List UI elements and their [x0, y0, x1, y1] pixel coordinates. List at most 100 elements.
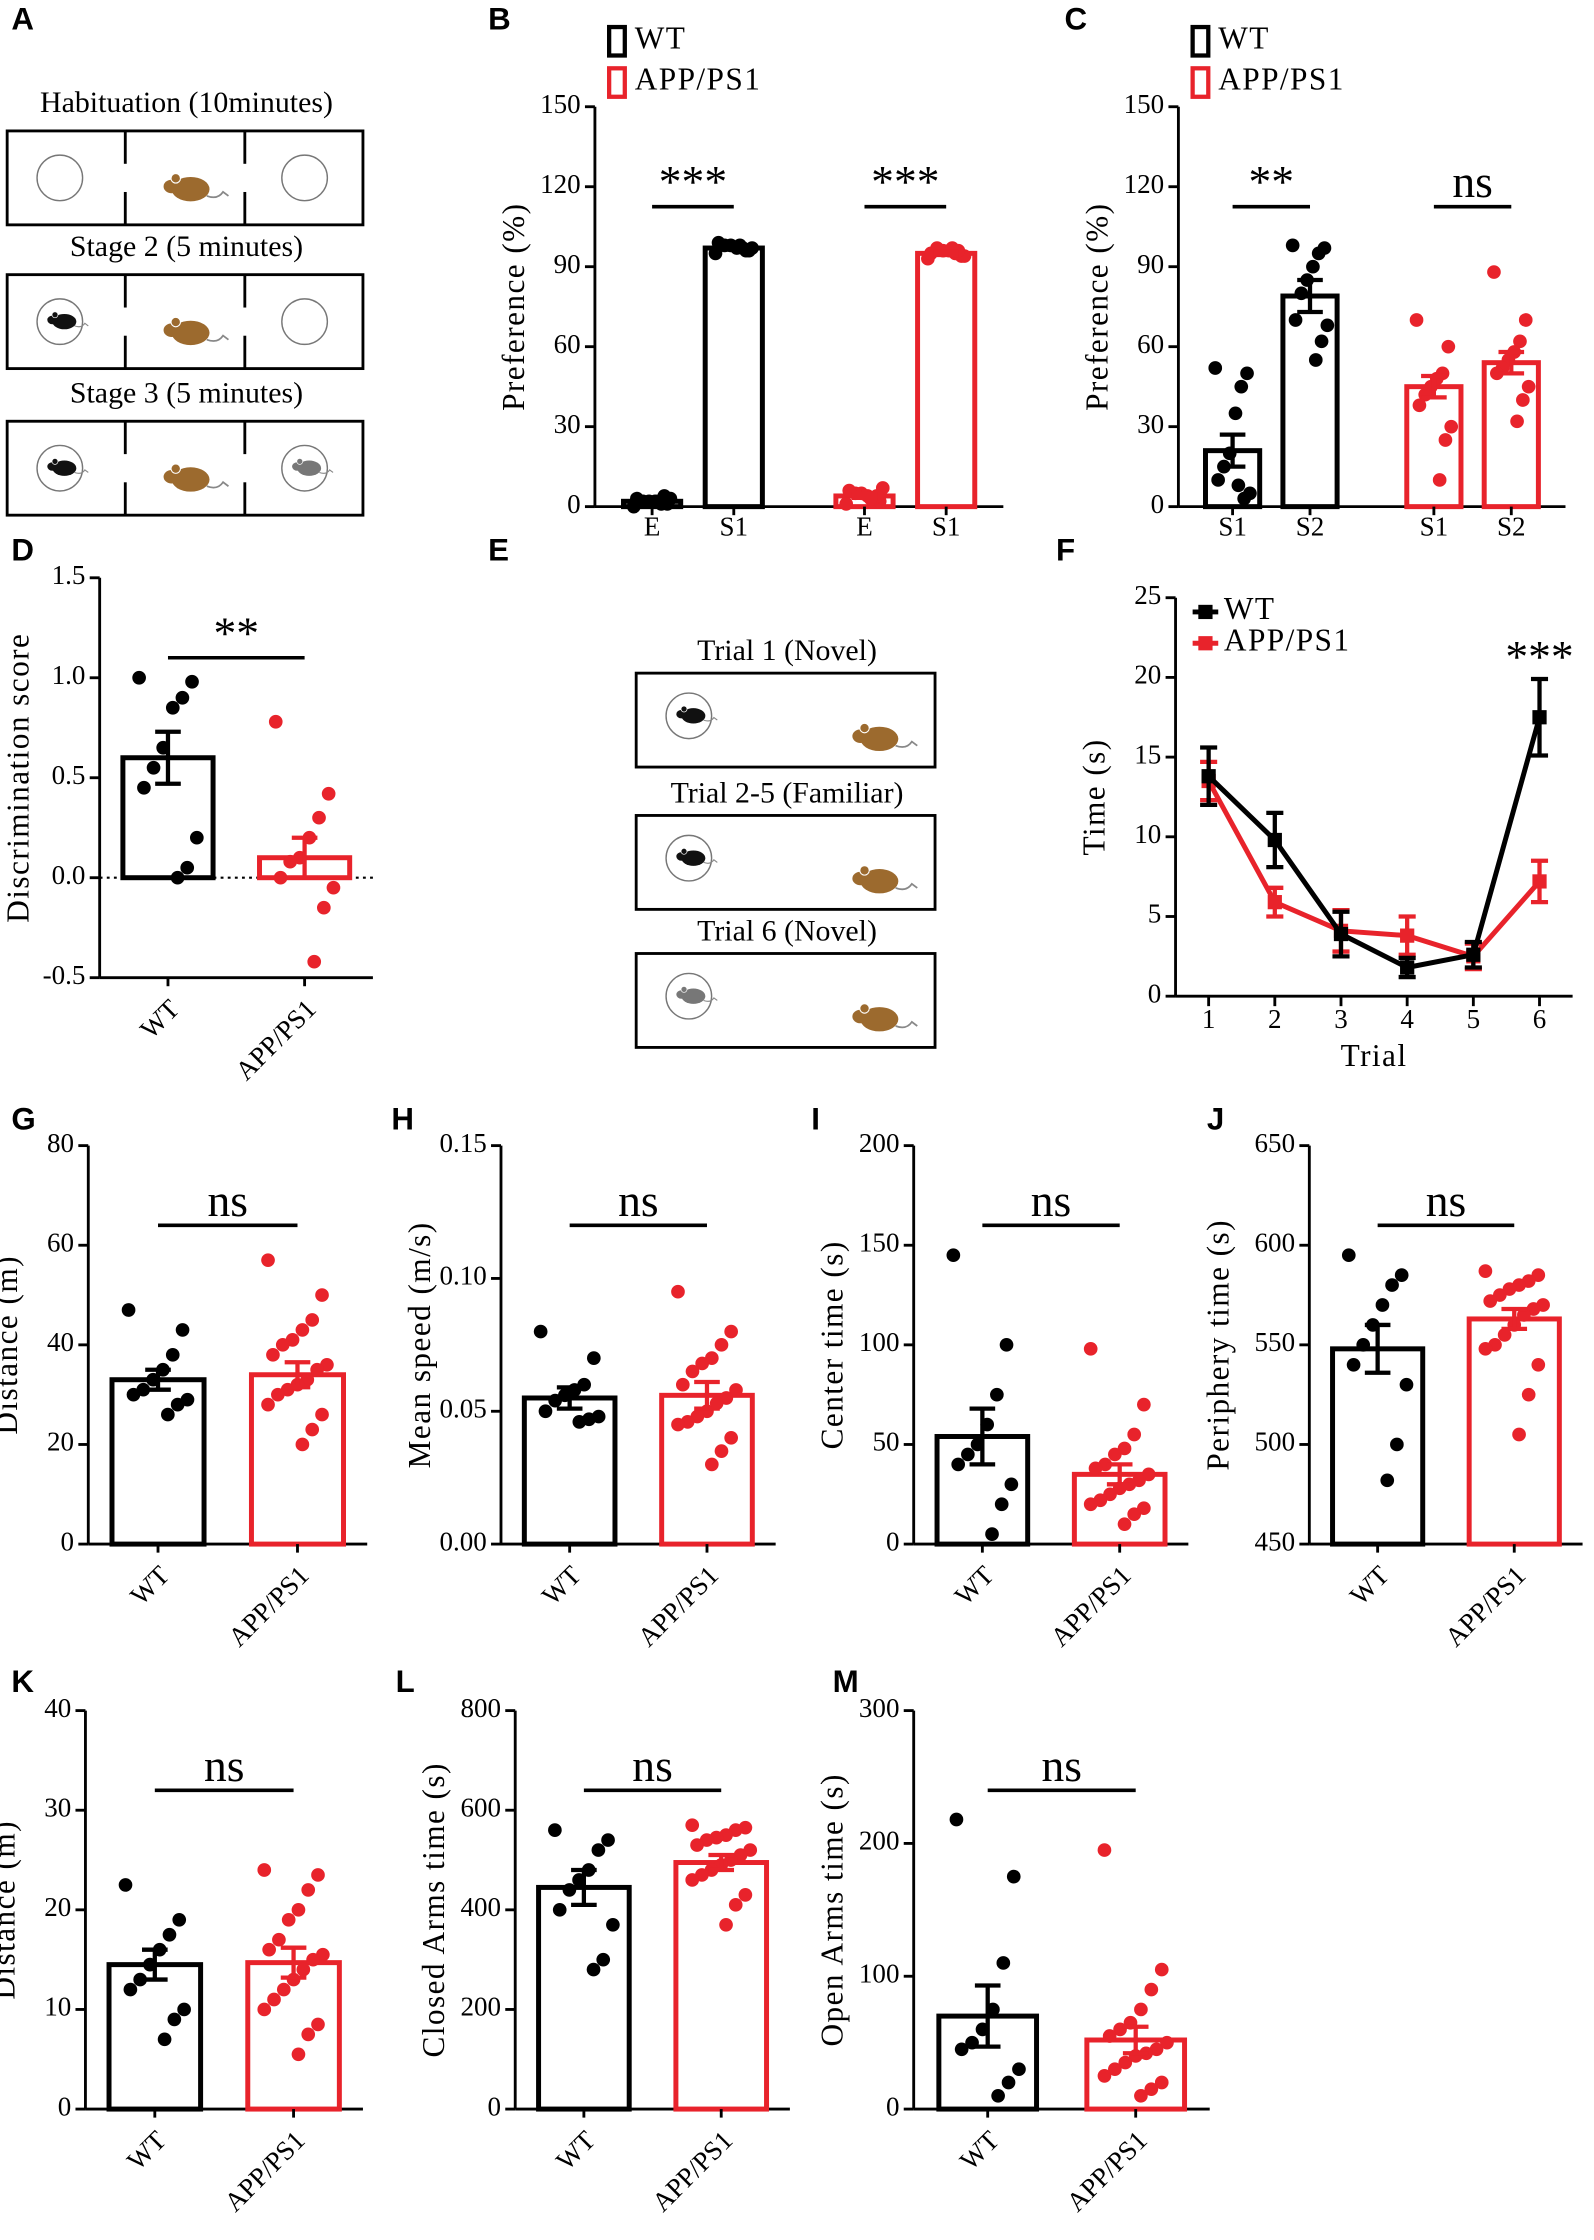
- y-tick-label: 0.00: [439, 1526, 486, 1556]
- data-point: [685, 1364, 700, 1379]
- y-tick-label: -0.5: [43, 960, 86, 990]
- x-tick-label: APP/PS1: [1439, 1560, 1531, 1652]
- data-point: [1144, 2082, 1159, 2096]
- y-tick-label: 30: [1137, 409, 1164, 439]
- data-point: [724, 1431, 738, 1445]
- data-point: [273, 870, 288, 885]
- significance-label: ns: [1031, 1175, 1072, 1226]
- significance-label: ***: [1505, 631, 1573, 682]
- data-point: [326, 880, 341, 895]
- data-point: [1097, 1843, 1112, 1857]
- bar: [106, 1962, 204, 2112]
- significance-label: **: [214, 607, 260, 658]
- data-point: [146, 760, 161, 775]
- data-point: [695, 1356, 709, 1371]
- data-point: [1088, 1461, 1103, 1476]
- panel-letter: J: [1207, 1102, 1224, 1137]
- data-point: [1517, 1308, 1531, 1322]
- mouse-icon: [292, 458, 334, 476]
- data-point: [1288, 313, 1303, 327]
- y-tick-label: 0.15: [439, 1128, 486, 1158]
- data-point: [1154, 1962, 1169, 1977]
- mouse-ear: [170, 463, 182, 474]
- bar: [245, 1960, 342, 2112]
- data-point: [177, 2002, 191, 2017]
- significance-label: ***: [871, 156, 939, 207]
- data-point: [1231, 478, 1246, 493]
- significance-label: ns: [207, 1175, 247, 1226]
- data-point: [271, 1387, 285, 1402]
- data-point: [291, 1903, 306, 1917]
- error-bar: [280, 1945, 307, 1980]
- data-point: [1375, 1298, 1390, 1312]
- x-tick-label: 2: [1268, 1004, 1282, 1034]
- y-axis-label: Preference (%): [1079, 202, 1114, 410]
- data-point: [548, 1823, 562, 1837]
- data-point: [1012, 2062, 1026, 2077]
- data-point: [996, 1956, 1011, 1970]
- mouse-icon: [47, 458, 89, 476]
- data-point: [1513, 334, 1527, 349]
- y-tick-label: 0: [58, 2091, 72, 2121]
- data-point: [315, 1407, 329, 1422]
- error-bar: [145, 1367, 171, 1392]
- stage-label: Trial 2-5 (Familiar): [671, 776, 904, 809]
- data-point: [281, 1912, 296, 1927]
- bar: [915, 250, 978, 510]
- mouse-ear: [680, 847, 688, 855]
- y-axis-label: Distance (m): [0, 1820, 21, 2000]
- data-point: [296, 1962, 311, 1977]
- data-point: [305, 1422, 320, 1437]
- data-point: [301, 2027, 316, 2042]
- y-tick-label: 0.0: [52, 860, 86, 890]
- y-axis-label: Distance (m): [0, 1255, 24, 1435]
- data-point: [1521, 379, 1536, 394]
- x-tick-label: S1: [1218, 512, 1247, 542]
- y-tick-label: 0: [886, 2091, 900, 2121]
- mouse-tail: [703, 716, 718, 722]
- data-point: [1160, 2035, 1174, 2050]
- x-tick-label: APP/PS1: [218, 2125, 310, 2217]
- error-bar: [694, 1379, 720, 1411]
- x-axis-label: Trial: [1341, 1038, 1408, 1073]
- data-point: [1097, 2069, 1112, 2083]
- mouse-body: [681, 708, 706, 724]
- bar: [1330, 1346, 1426, 1547]
- y-tick-label: 150: [859, 1227, 900, 1257]
- y-axis-label: Preference (%): [496, 202, 531, 410]
- data-point: [1497, 1328, 1512, 1342]
- data-point: [1102, 2029, 1117, 2043]
- x-tick-label: 6: [1533, 1004, 1547, 1034]
- panel-letter: B: [488, 2, 511, 37]
- y-tick-label: 5: [1148, 899, 1162, 929]
- mouse-tail: [895, 1020, 918, 1029]
- y-tick-label: 0.5: [52, 760, 86, 790]
- y-tick-label: 90: [554, 249, 581, 279]
- x-tick-label: WT: [121, 2125, 172, 2176]
- data-point: [671, 1284, 685, 1299]
- legend-marker: [1198, 604, 1213, 620]
- data-point: [1108, 1447, 1122, 1462]
- data-point: [276, 1982, 291, 1997]
- data-point: [1510, 414, 1524, 429]
- data-point: [1400, 960, 1415, 975]
- y-tick-label: 80: [47, 1128, 74, 1158]
- data-point: [1385, 1278, 1399, 1292]
- data-point: [1346, 1357, 1361, 1372]
- data-point: [1394, 1268, 1409, 1282]
- panel-letter: C: [1065, 2, 1088, 37]
- y-axis-label: Discrimination score: [1, 633, 36, 923]
- error-bar: [851, 491, 878, 500]
- y-axis-label: Mean speed (m/s): [402, 1221, 437, 1468]
- data-point: [321, 786, 336, 801]
- x-tick-label: S2: [1497, 512, 1526, 542]
- data-point: [267, 1992, 281, 2007]
- data-point: [990, 1387, 1004, 1402]
- mouse-body: [860, 726, 899, 752]
- data-point: [126, 1387, 141, 1402]
- error-bar: [1219, 432, 1246, 469]
- data-point: [1521, 1387, 1536, 1402]
- x-tick-label: APP/PS1: [646, 2125, 738, 2217]
- data-point: [1234, 379, 1249, 394]
- legend-swatch: [607, 66, 627, 99]
